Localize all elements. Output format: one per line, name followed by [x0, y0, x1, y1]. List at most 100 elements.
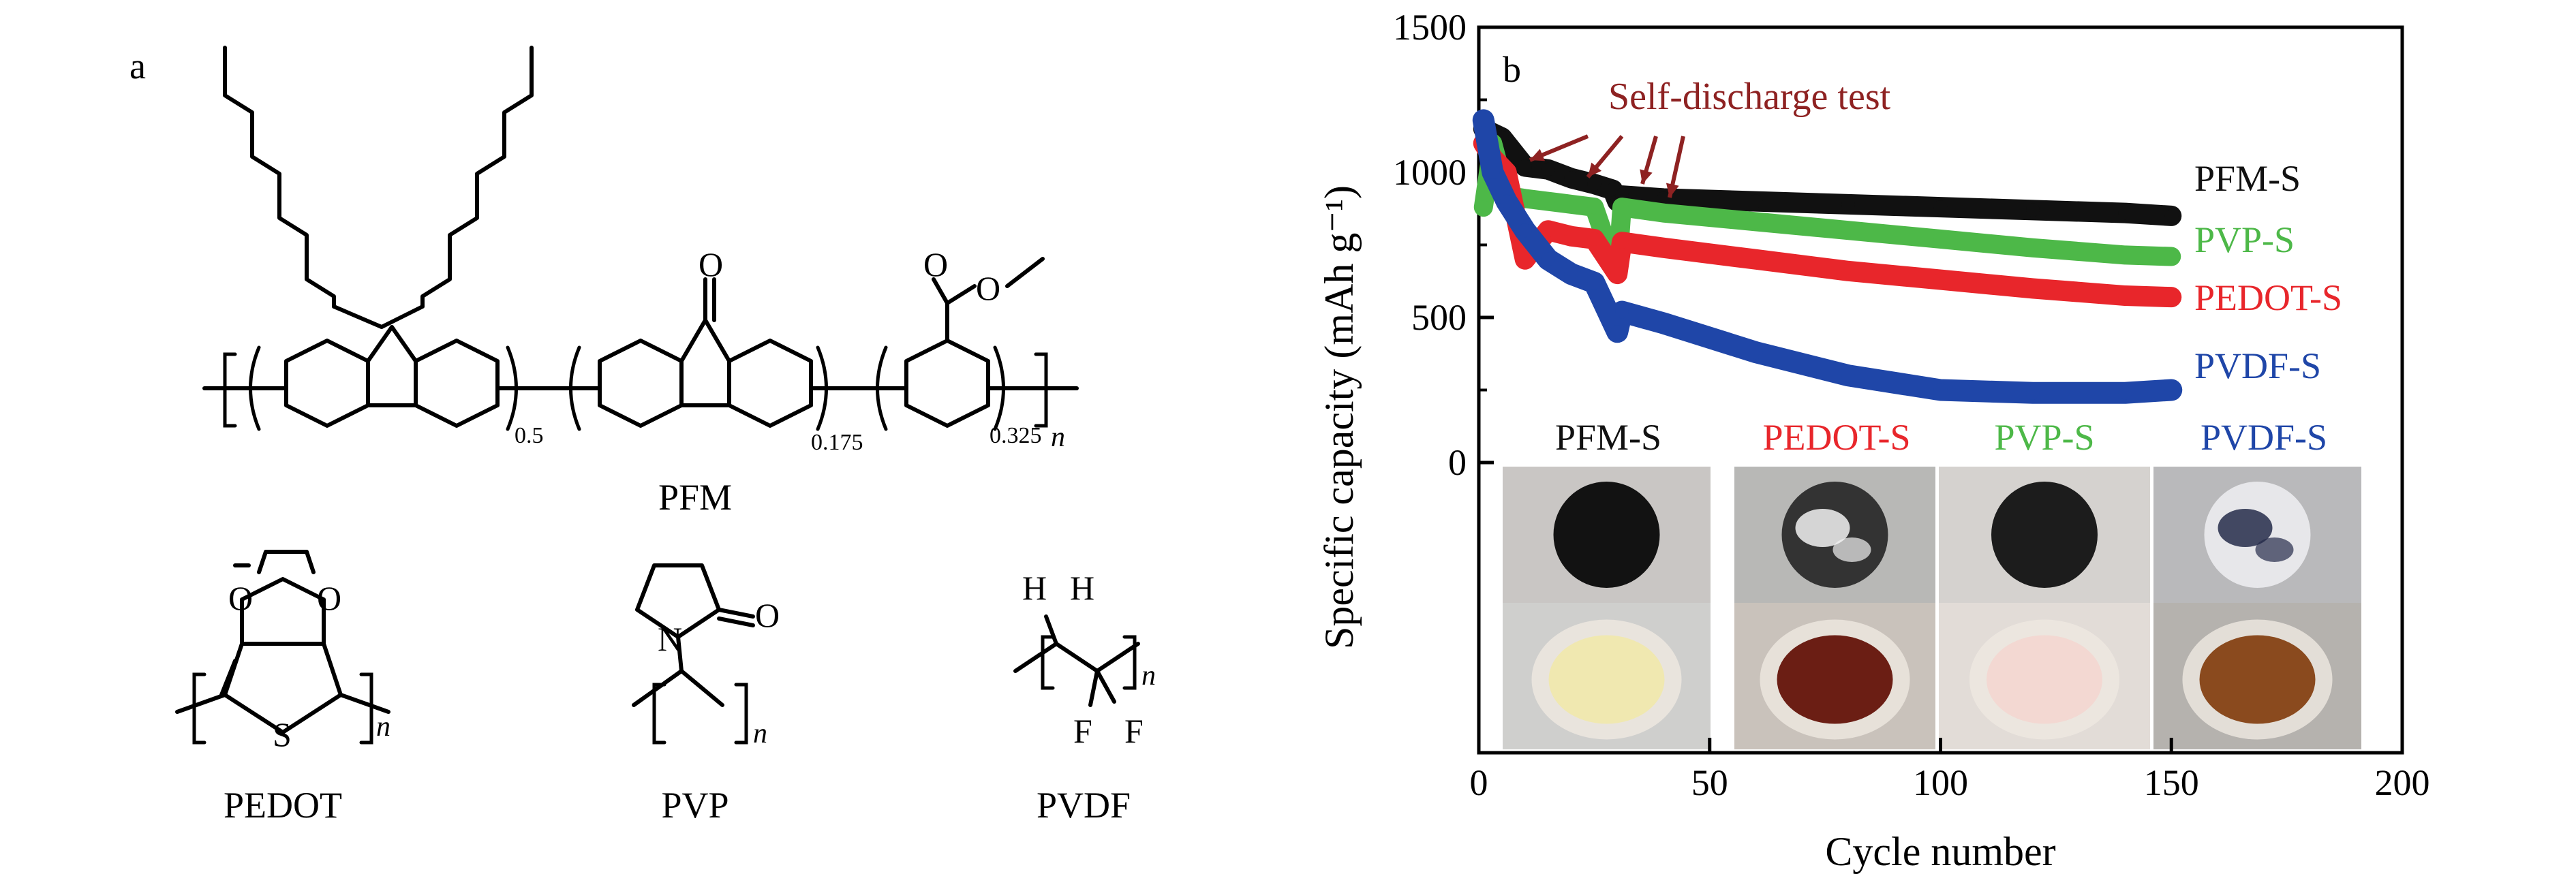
- data-point-pvp-s-5: [1564, 197, 1578, 211]
- pvp-structure: N O n: [632, 563, 780, 749]
- x-tick-label-200: 200: [2375, 762, 2430, 803]
- data-point-pvp-s-13: [2026, 240, 2040, 255]
- data-point-pfm-s-14: [2118, 206, 2132, 220]
- data-point-pvp-s-8: [1615, 200, 1629, 215]
- y-axis-label: Specific capacity (mAh g⁻¹): [1317, 185, 1362, 649]
- data-point-pfm-s-9: [1657, 191, 1670, 206]
- data-point-pvp-s-0: [1476, 200, 1490, 215]
- series-label-pfm-s: PFM-S: [2194, 158, 2301, 199]
- pfm-subscript-n: n: [1051, 422, 1065, 453]
- series-line-pvdf-s: [1472, 109, 2183, 404]
- data-point-pfm-s-12: [1933, 200, 1948, 215]
- data-point-pfm-s-2: [1518, 159, 1532, 174]
- data-point-pedot-s-12: [1933, 272, 1948, 287]
- data-point-pvp-s-9: [1657, 206, 1670, 220]
- data-point-pvdf-s-0: [1476, 113, 1490, 127]
- y-tick-label-500: 500: [1411, 297, 1467, 338]
- panel-b-label: b: [1503, 49, 1521, 90]
- panel-a-label: a: [129, 46, 146, 87]
- x-tick-label-50: 50: [1691, 762, 1728, 803]
- data-point-pfm-s-13: [2026, 203, 2040, 217]
- pedot-name: PEDOT: [224, 785, 342, 826]
- pedot-oxygen-left: O: [228, 579, 253, 617]
- data-point-pedot-s-11: [1841, 264, 1855, 278]
- data-point-pvp-s-10: [1749, 215, 1763, 229]
- data-point-pedot-s-8: [1615, 235, 1629, 249]
- data-point-pvdf-s-4: [1541, 252, 1555, 266]
- electrolyte-solution-2: [1777, 635, 1893, 724]
- electrolyte-solution-4: [2199, 635, 2316, 724]
- data-point-pvp-s-14: [2118, 248, 2132, 262]
- x-tick-label-150: 150: [2144, 762, 2199, 803]
- data-point-pvdf-s-13: [2026, 386, 2040, 400]
- y-tick-label-1500: 1500: [1393, 7, 1467, 48]
- data-point-pfm-s-5: [1587, 177, 1601, 191]
- data-point-pvdf-s-2: [1499, 194, 1514, 208]
- binder-film-disk-1: [1553, 482, 1660, 588]
- fluorene-ring-right: [414, 339, 500, 428]
- octyl-chain-right: [380, 46, 534, 329]
- pvdf-subscript-n: n: [1141, 660, 1156, 691]
- binder-film-spot-b-4: [2255, 537, 2294, 562]
- data-point-pvp-s-6: [1587, 200, 1601, 215]
- pedot-subscript-n: n: [376, 711, 390, 743]
- pfm-fraction-1: 0.5: [515, 423, 544, 448]
- data-point-pfm-s-4: [1564, 171, 1578, 185]
- data-point-pvdf-s-15: [2164, 383, 2179, 397]
- data-point-pfm-s-3: [1541, 162, 1555, 176]
- data-point-pvdf-s-3: [1518, 223, 1532, 238]
- pfm-carbonyl-oxygen: O: [923, 245, 948, 283]
- series-label-pedot-s: PEDOT-S: [2194, 277, 2342, 318]
- data-point-pedot-s-5: [1564, 229, 1578, 243]
- series-label-pvdf-s: PVDF-S: [2194, 345, 2321, 386]
- data-point-pvp-s-11: [1841, 223, 1855, 238]
- data-point-pfm-s-11: [1841, 197, 1855, 211]
- pvdf-fluorine-right: F: [1124, 712, 1144, 750]
- data-point-pvdf-s-5: [1564, 267, 1578, 281]
- x-tick-label-100: 100: [1913, 762, 1968, 803]
- pvdf-hydrogen-left: H: [1022, 569, 1047, 607]
- binder-film-spot-2: [1795, 509, 1850, 547]
- fluorene-ring-left: [284, 339, 370, 428]
- octyl-chain-left: [223, 46, 336, 309]
- y-tick-label-1000: 1000: [1393, 152, 1467, 193]
- capacity-chart: PFM-S PEDOT-S PVP-S PVDF-S 0 50 100 150 200 0 500 1…: [1317, 7, 2430, 874]
- pedot-oxygen-right: O: [317, 579, 341, 617]
- electrolyte-solution-3: [1987, 635, 2102, 724]
- pvp-nitrogen: N: [658, 620, 682, 658]
- electrolyte-solution-1: [1548, 635, 1665, 724]
- pfm-name: PFM: [658, 477, 732, 518]
- pfm-fraction-3: 0.325: [990, 423, 1042, 448]
- data-point-pfm-s-15: [2164, 208, 2179, 223]
- data-point-pvdf-s-10: [1749, 345, 1763, 360]
- pvp-oxygen: O: [755, 596, 780, 634]
- benzoate-ring: [904, 339, 990, 428]
- data-point-pedot-s-4: [1541, 223, 1555, 238]
- data-point-pfm-s-10: [1749, 194, 1763, 208]
- fluorenone-ring-left: [598, 339, 684, 428]
- self-discharge-arrowhead-2: [1588, 162, 1602, 177]
- binder-film-spot-b-2: [1833, 537, 1871, 562]
- pfm-fraction-2: 0.175: [811, 430, 863, 455]
- data-point-pvp-s-15: [2164, 249, 2179, 264]
- data-point-pvdf-s-14: [2118, 386, 2132, 400]
- pfm-ketone-oxygen: O: [699, 245, 723, 283]
- pedot-structure: O O S n: [175, 550, 390, 753]
- data-point-pvdf-s-11: [1841, 369, 1855, 383]
- data-point-pedot-s-10: [1749, 252, 1763, 266]
- self-discharge-arrowhead-1: [1530, 149, 1545, 161]
- pvp-subscript-n: n: [753, 718, 767, 749]
- self-discharge-annotation: Self-discharge test: [1608, 76, 1891, 118]
- data-point-pvdf-s-9: [1657, 316, 1670, 330]
- pvdf-name: PVDF: [1037, 785, 1131, 826]
- data-point-pedot-s-9: [1657, 240, 1670, 255]
- data-point-pedot-s-14: [2118, 289, 2132, 303]
- series-label-pvp-s: PVP-S: [2194, 219, 2295, 260]
- pvdf-hydrogen-right: H: [1070, 569, 1094, 607]
- data-point-pvdf-s-1: [1486, 166, 1500, 179]
- photo-label-pedot-s: PEDOT-S: [1762, 417, 1910, 458]
- data-point-pedot-s-15: [2164, 290, 2179, 305]
- pfm-ester-oxygen: O: [976, 269, 1000, 307]
- pvdf-structure: H H F F n: [1013, 569, 1156, 750]
- data-point-pvp-s-4: [1541, 194, 1555, 208]
